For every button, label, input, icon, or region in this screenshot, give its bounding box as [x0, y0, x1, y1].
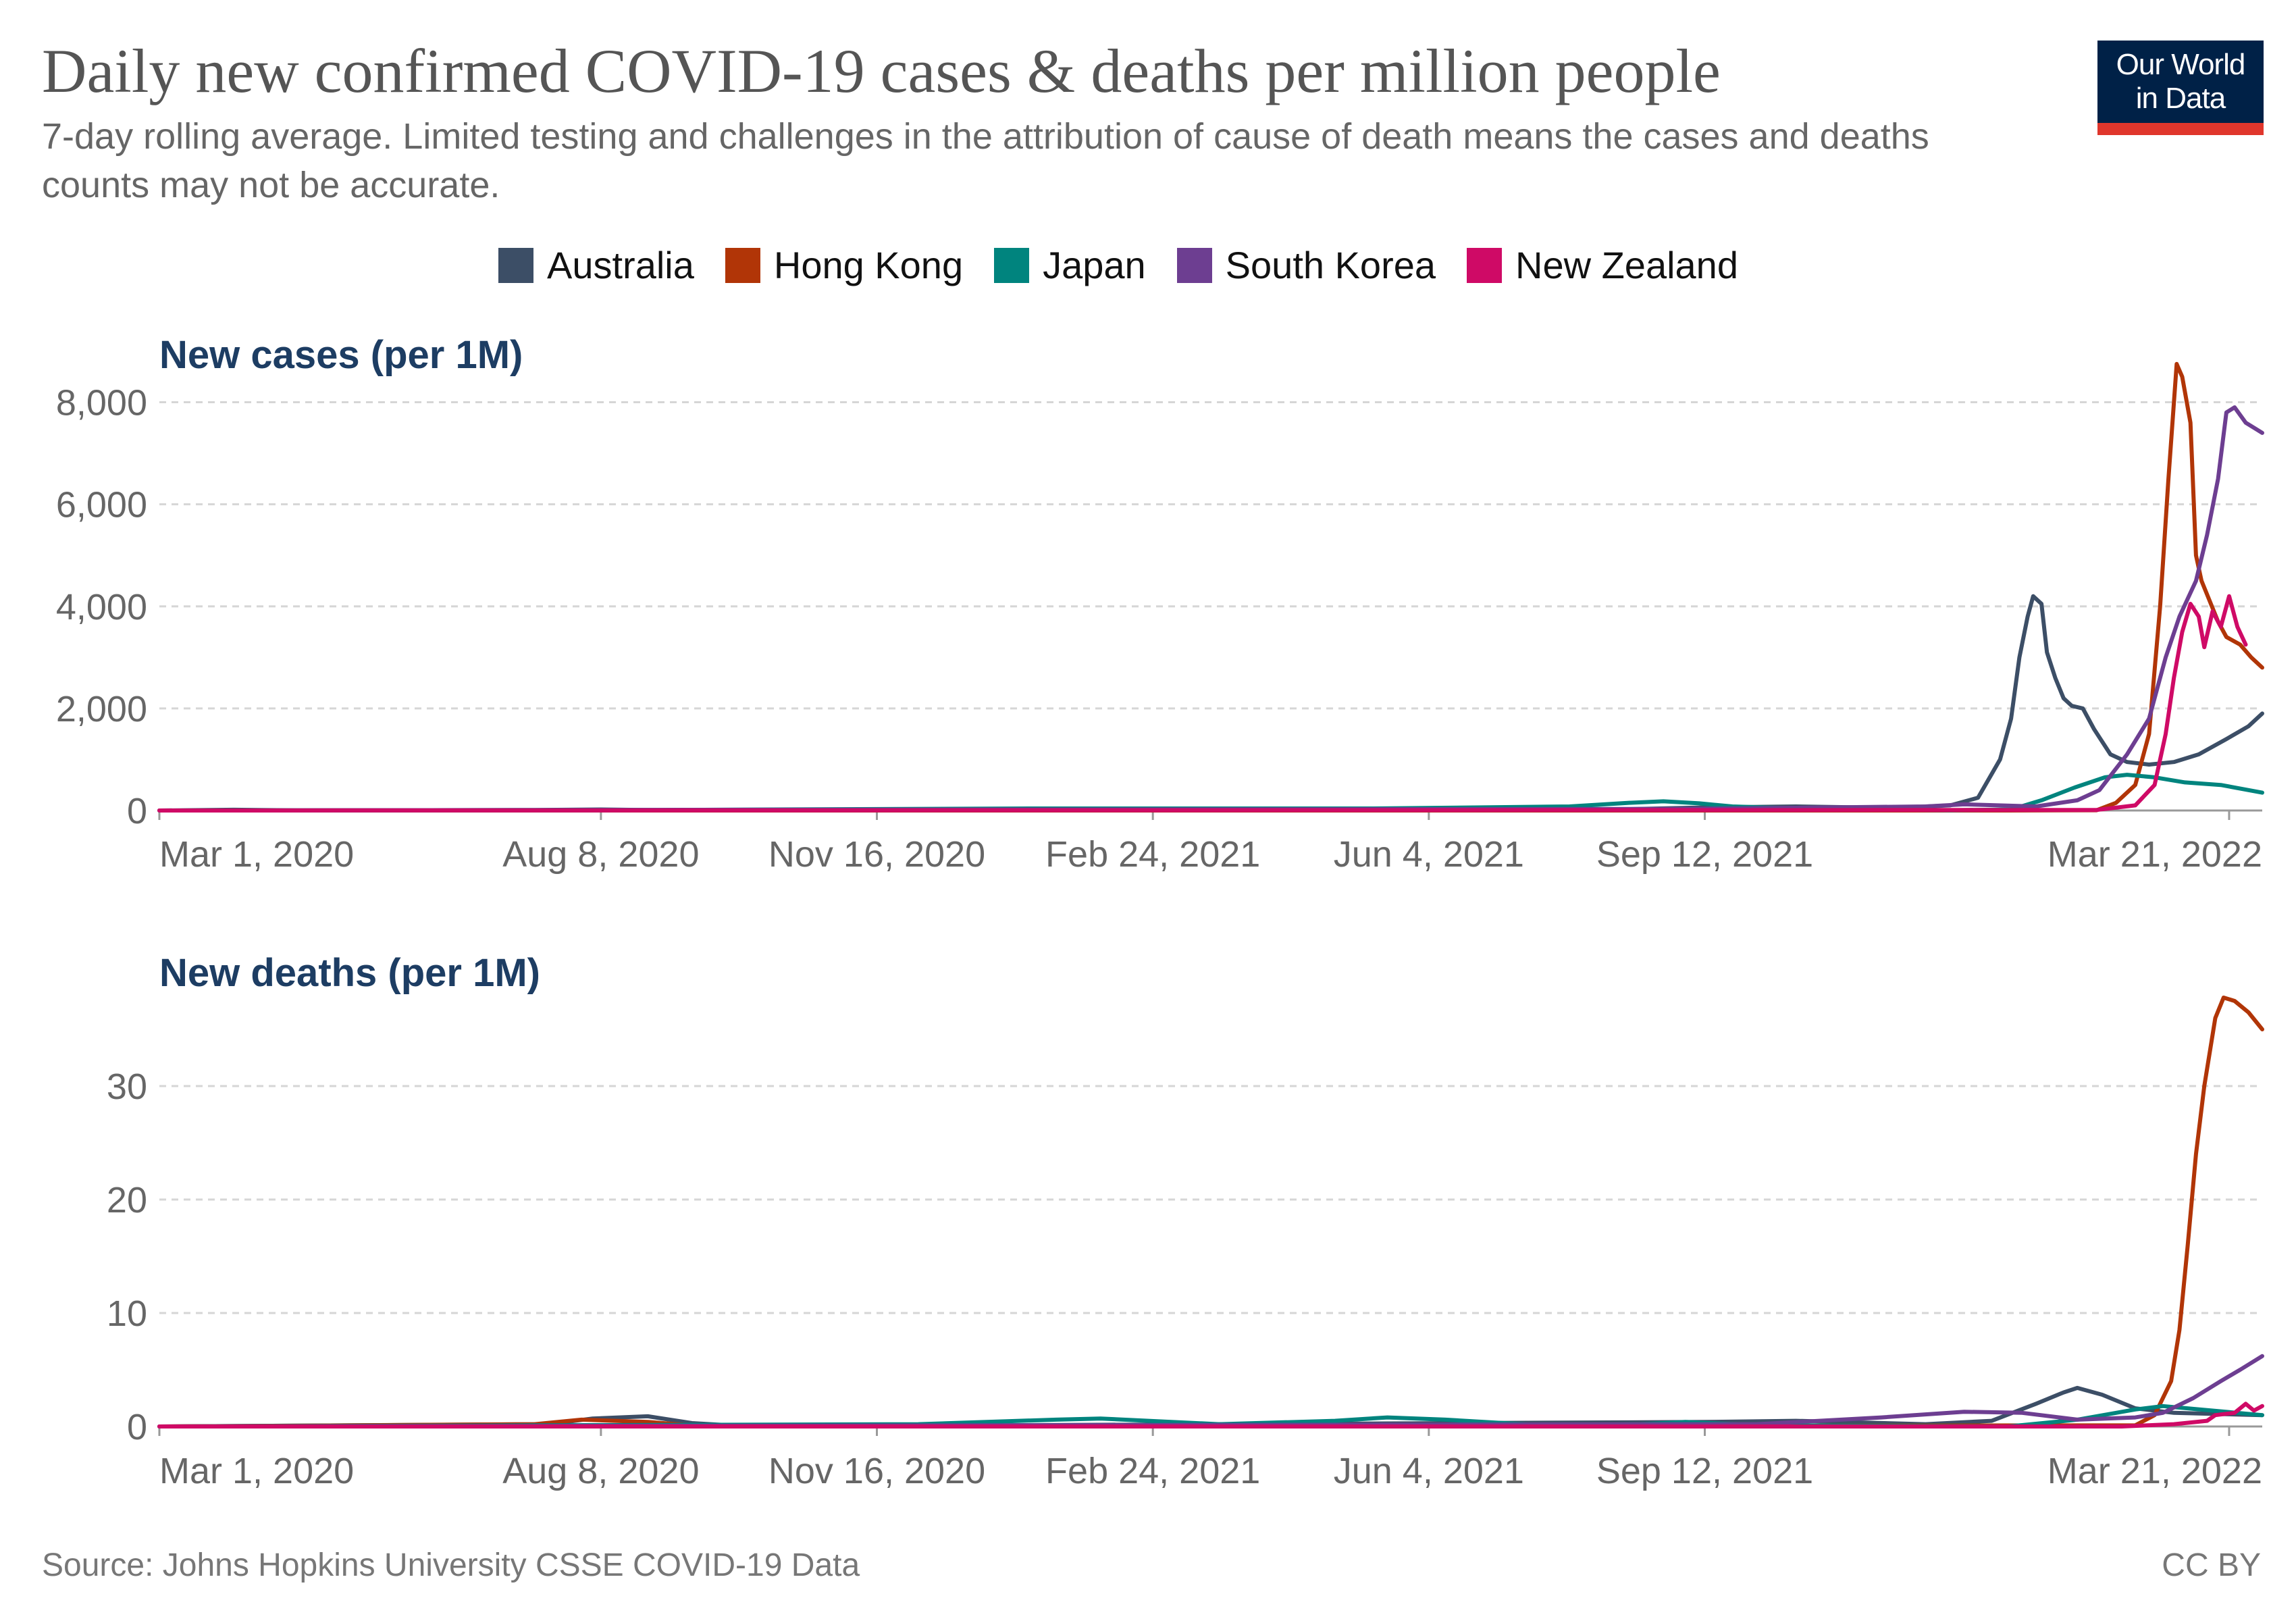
x-tick-label: Mar 21, 2022: [2047, 1451, 2262, 1491]
legend-item-hong-kong[interactable]: Hong Kong: [725, 243, 963, 287]
x-tick-label: Mar 21, 2022: [2047, 834, 2262, 875]
chart-subtitle: 7-day rolling average. Limited testing a…: [42, 116, 1929, 205]
chart-panel-1: New cases (per 1M) 0 2,000 4,000 6,000 8,000 M…: [56, 333, 2264, 875]
legend: Australia Hong Kong Japan South Korea New Ze…: [498, 243, 1738, 287]
series-line-australia[interactable]: [157, 1385, 2264, 1429]
logo-line-1: Our World: [2116, 48, 2246, 81]
owid-logo[interactable]: Our World in Data: [2097, 41, 2264, 135]
x-tick-label: Feb 24, 2021: [1045, 1451, 1260, 1491]
legend-item-south-korea[interactable]: South Korea: [1176, 243, 1436, 287]
panel-title-1: New cases (per 1M): [159, 333, 523, 377]
y-tick-label: 0: [127, 1407, 147, 1447]
legend-label-australia: Australia: [547, 244, 694, 286]
x-tick-label: Jun 4, 2021: [1334, 1451, 1524, 1491]
x-tick-label: Sep 12, 2021: [1596, 1451, 1813, 1491]
x-tick-label: Jun 4, 2021: [1334, 834, 1524, 875]
y-tick-label: 30: [107, 1066, 147, 1107]
series-line-hong-kong[interactable]: [157, 361, 2264, 813]
legend-item-new-zealand[interactable]: New Zealand: [1467, 243, 1738, 287]
x-tick-label: Nov 16, 2020: [768, 1451, 985, 1491]
x-tick-label: Mar 1, 2020: [159, 1451, 354, 1491]
legend-swatch-hong-kong: [725, 247, 760, 283]
legend-label-japan: Japan: [1043, 244, 1146, 286]
legend-swatch-japan: [994, 247, 1030, 283]
legend-swatch-australia: [498, 247, 533, 283]
chart-title: Daily new confirmed COVID-19 cases & dea…: [42, 36, 1721, 105]
series-line-south-korea[interactable]: [157, 1354, 2264, 1429]
y-tick-label: 20: [107, 1180, 147, 1220]
legend-item-japan[interactable]: Japan: [994, 243, 1146, 287]
x-tick-label: Aug 8, 2020: [502, 834, 699, 875]
y-tick-label: 0: [127, 791, 147, 831]
legend-swatch-south-korea: [1176, 247, 1212, 283]
logo-line-2: in Data: [2135, 82, 2226, 115]
series-line-new-zealand[interactable]: [157, 594, 2248, 813]
panel-title-2: New deaths (per 1M): [159, 951, 540, 995]
x-tick-label: Aug 8, 2020: [502, 1451, 699, 1491]
series-line-south-korea[interactable]: [157, 405, 2264, 813]
legend-label-new-zealand: New Zealand: [1515, 244, 1738, 286]
license-link[interactable]: CC BY: [2162, 1547, 2261, 1583]
chart-panel-2: New deaths (per 1M) 0 10 20 30 Mar 1, 2020 Aug…: [107, 951, 2264, 1491]
y-tick-label: 10: [107, 1293, 147, 1334]
source-note: Source: Johns Hopkins University CSSE CO…: [42, 1547, 860, 1583]
legend-label-hong-kong: Hong Kong: [773, 244, 964, 286]
legend-item-australia[interactable]: Australia: [498, 243, 694, 287]
legend-label-south-korea: South Korea: [1225, 244, 1436, 286]
x-tick-label: Mar 1, 2020: [159, 834, 354, 875]
series-line-hong-kong[interactable]: [157, 996, 2264, 1429]
y-tick-label: 8,000: [56, 383, 147, 423]
x-tick-label: Sep 12, 2021: [1596, 834, 1813, 875]
series-line-australia[interactable]: [157, 594, 2264, 813]
y-tick-label: 4,000: [56, 587, 147, 627]
y-tick-label: 2,000: [56, 689, 147, 729]
series-line-new-zealand[interactable]: [157, 1401, 2264, 1429]
x-tick-label: Nov 16, 2020: [768, 834, 985, 875]
y-tick-label: 6,000: [56, 485, 147, 525]
x-tick-label: Feb 24, 2021: [1045, 834, 1260, 875]
legend-swatch-new-zealand: [1467, 247, 1503, 283]
